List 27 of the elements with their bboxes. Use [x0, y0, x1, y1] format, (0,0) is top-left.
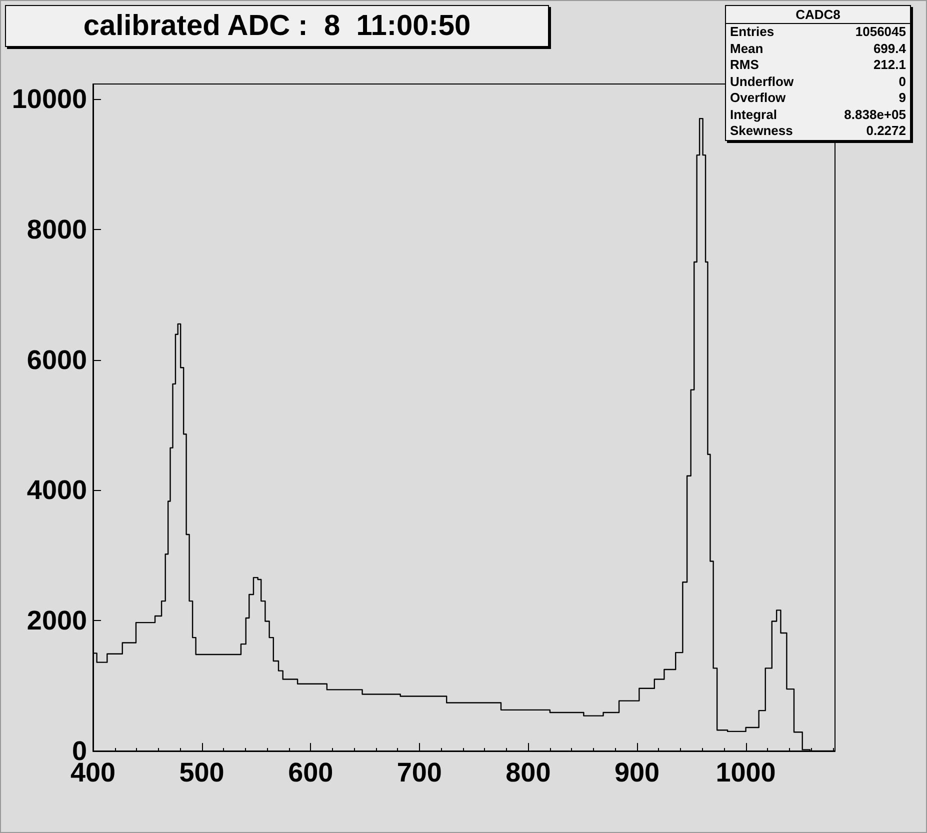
annotation: Overflow	[730, 90, 786, 106]
text: 699.4	[873, 40, 906, 57]
annotation: Underflow	[730, 74, 794, 90]
x-tick-label: 600	[288, 758, 334, 788]
y-tick-label: 6000	[26, 344, 87, 375]
text: CADC8	[726, 6, 910, 24]
text: 8.838e+05	[844, 106, 906, 123]
text: RMS	[730, 57, 759, 74]
x-tick-label: 700	[396, 758, 442, 788]
text: Entries	[730, 24, 774, 40]
annotation: Integral	[730, 106, 777, 123]
text: Mean	[730, 40, 764, 57]
x-tick-label: 800	[506, 758, 551, 788]
y-tick-label: 2000	[26, 606, 87, 636]
y-tick-label: 8000	[26, 214, 87, 244]
x-tick-label: 1000	[716, 758, 776, 788]
text: 9	[898, 90, 906, 106]
annotation: Skewness	[730, 123, 793, 140]
text: 0.2272	[866, 123, 906, 140]
text: 0	[898, 74, 906, 90]
x-tick-label: 500	[179, 758, 224, 788]
chart-title: calibrated ADC : 8 11:00:50	[5, 5, 549, 47]
x-tick-label: 900	[614, 758, 660, 788]
y-tick-label: 4000	[26, 475, 87, 506]
text: 212.1	[873, 57, 906, 74]
y-tick-label: 10000	[12, 84, 87, 114]
text: 1056045	[855, 24, 906, 40]
